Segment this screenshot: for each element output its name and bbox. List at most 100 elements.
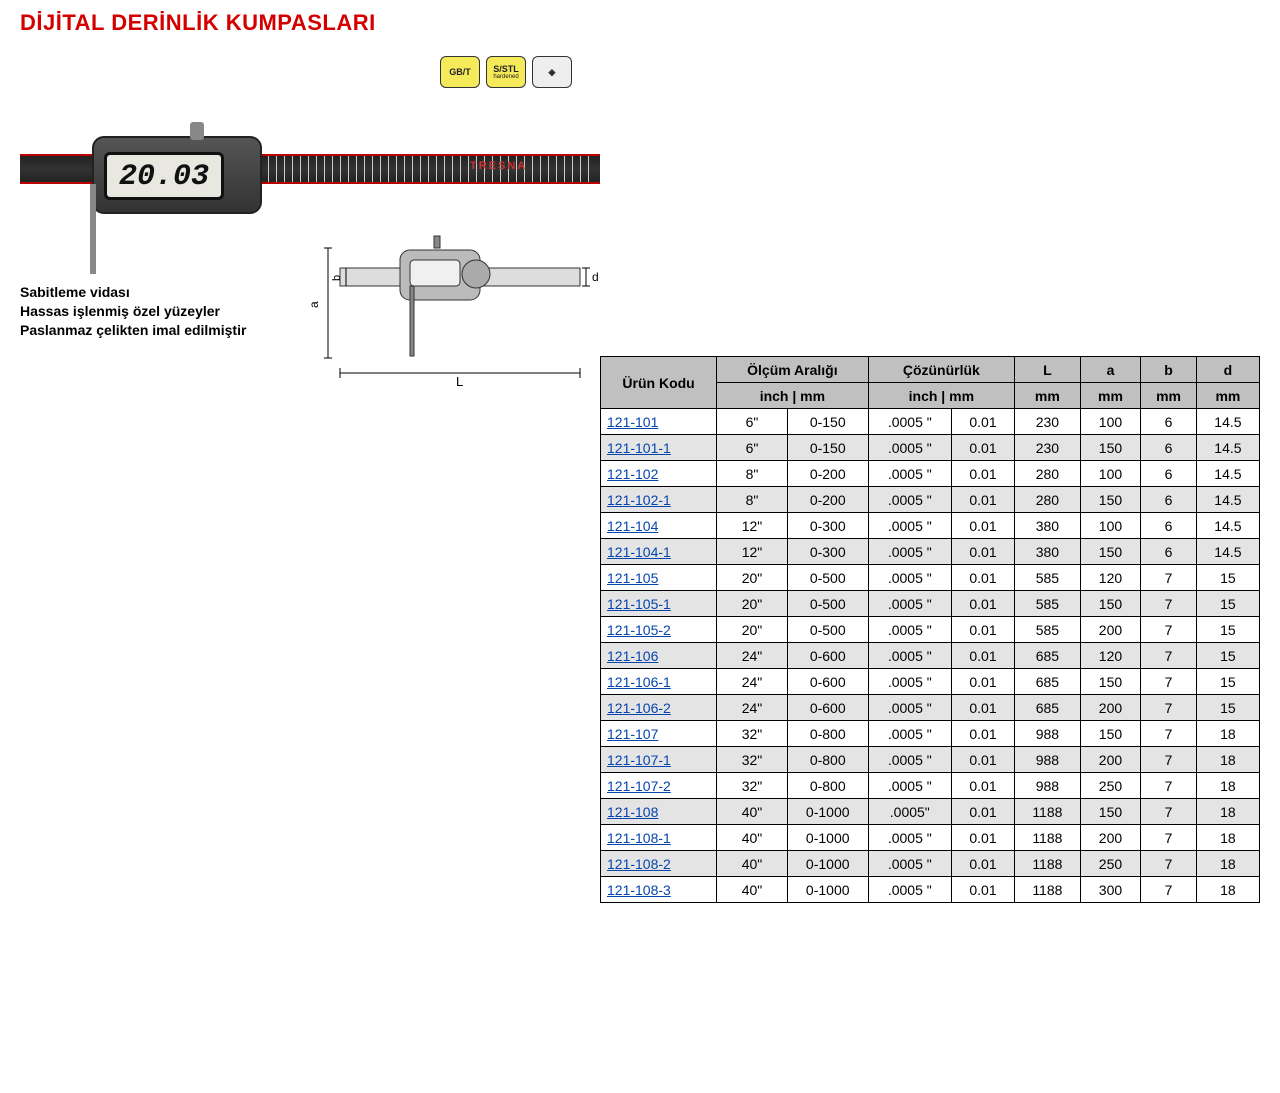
cell-mm: 0-300 — [787, 513, 868, 539]
cell-inch: 8" — [717, 461, 788, 487]
product-code-link[interactable]: 121-106-1 — [607, 674, 671, 690]
cell-b: 7 — [1141, 617, 1197, 643]
cell-code: 121-108-2 — [601, 851, 717, 877]
cell-d: 18 — [1196, 747, 1259, 773]
product-code-link[interactable]: 121-107-1 — [607, 752, 671, 768]
spec-table-wrap: Ürün Kodu Ölçüm Aralığı Çözünürlük L a b… — [600, 356, 1260, 903]
cell-L: 585 — [1015, 617, 1081, 643]
cell-inch: 24" — [717, 669, 788, 695]
cell-L: 1188 — [1015, 825, 1081, 851]
product-code-link[interactable]: 121-106-2 — [607, 700, 671, 716]
cell-a: 150 — [1080, 591, 1141, 617]
cell-L: 685 — [1015, 643, 1081, 669]
product-code-link[interactable]: 121-102-1 — [607, 492, 671, 508]
product-code-link[interactable]: 121-108-1 — [607, 830, 671, 846]
cell-code: 121-101-1 — [601, 435, 717, 461]
caliper-brand: TRESNA — [470, 160, 527, 172]
product-code-link[interactable]: 121-104 — [607, 518, 658, 534]
product-code-link[interactable]: 121-107-2 — [607, 778, 671, 794]
cell-code: 121-108-3 — [601, 877, 717, 903]
cell-code: 121-102 — [601, 461, 717, 487]
cell-mm: 0-600 — [787, 695, 868, 721]
cell-L: 1188 — [1015, 851, 1081, 877]
cell-L: 230 — [1015, 435, 1081, 461]
cell-rmm: 0.01 — [951, 435, 1014, 461]
cell-mm: 0-1000 — [787, 851, 868, 877]
product-code-link[interactable]: 121-101 — [607, 414, 658, 430]
cell-code: 121-107-1 — [601, 747, 717, 773]
product-code-link[interactable]: 121-106 — [607, 648, 658, 664]
badge-sstl-sub: hardened — [493, 74, 518, 80]
cell-inch: 12" — [717, 539, 788, 565]
cell-L: 380 — [1015, 513, 1081, 539]
cell-mm: 0-500 — [787, 591, 868, 617]
cell-inch: 32" — [717, 721, 788, 747]
cell-code: 121-106-1 — [601, 669, 717, 695]
cell-rin: .0005 " — [868, 825, 951, 851]
product-code-link[interactable]: 121-108 — [607, 804, 658, 820]
cell-a: 150 — [1080, 721, 1141, 747]
cell-code: 121-104 — [601, 513, 717, 539]
badge-diamond: ◈ — [532, 56, 572, 88]
cell-code: 121-106 — [601, 643, 717, 669]
feature-line: Hassas işlenmiş özel yüzeyler — [20, 302, 246, 321]
product-code-link[interactable]: 121-101-1 — [607, 440, 671, 456]
cell-d: 15 — [1196, 617, 1259, 643]
product-code-link[interactable]: 121-108-3 — [607, 882, 671, 898]
caliper-lcd: 20.03 — [104, 152, 224, 200]
product-code-link[interactable]: 121-108-2 — [607, 856, 671, 872]
cell-mm: 0-300 — [787, 539, 868, 565]
cell-L: 230 — [1015, 409, 1081, 435]
caliper-ticks — [260, 156, 590, 182]
product-code-link[interactable]: 121-104-1 — [607, 544, 671, 560]
cell-mm: 0-800 — [787, 773, 868, 799]
cell-d: 14.5 — [1196, 461, 1259, 487]
product-code-link[interactable]: 121-105 — [607, 570, 658, 586]
cell-mm: 0-200 — [787, 461, 868, 487]
cell-rin: .0005 " — [868, 851, 951, 877]
cell-d: 15 — [1196, 695, 1259, 721]
cell-rin: .0005 " — [868, 487, 951, 513]
th-b: b — [1141, 357, 1197, 383]
cell-code: 121-104-1 — [601, 539, 717, 565]
cell-d: 15 — [1196, 669, 1259, 695]
cell-rmm: 0.01 — [951, 721, 1014, 747]
table-row: 121-10412"0-300.0005 "0.01380100614.5 — [601, 513, 1260, 539]
cell-b: 7 — [1141, 721, 1197, 747]
badge-sstl-label: S/STL — [493, 64, 519, 74]
table-row: 121-106-124"0-600.0005 "0.01685150715 — [601, 669, 1260, 695]
cell-b: 7 — [1141, 825, 1197, 851]
cell-inch: 20" — [717, 617, 788, 643]
cell-d: 14.5 — [1196, 539, 1259, 565]
cell-L: 988 — [1015, 773, 1081, 799]
cell-mm: 0-150 — [787, 409, 868, 435]
product-code-link[interactable]: 121-107 — [607, 726, 658, 742]
cell-mm: 0-1000 — [787, 825, 868, 851]
table-row: 121-108-240"0-1000.0005 "0.011188250718 — [601, 851, 1260, 877]
cell-rin: .0005" — [868, 799, 951, 825]
cell-rin: .0005 " — [868, 877, 951, 903]
cell-mm: 0-500 — [787, 617, 868, 643]
th-resolution: Çözünürlük — [868, 357, 1014, 383]
cell-a: 150 — [1080, 539, 1141, 565]
table-row: 121-10520"0-500.0005 "0.01585120715 — [601, 565, 1260, 591]
cell-code: 121-108-1 — [601, 825, 717, 851]
cell-a: 120 — [1080, 565, 1141, 591]
cell-d: 15 — [1196, 565, 1259, 591]
cell-rmm: 0.01 — [951, 695, 1014, 721]
table-row: 121-102-18"0-200.0005 "0.01280150614.5 — [601, 487, 1260, 513]
product-code-link[interactable]: 121-102 — [607, 466, 658, 482]
caliper-knob — [190, 122, 204, 140]
cell-code: 121-107-2 — [601, 773, 717, 799]
cell-L: 988 — [1015, 721, 1081, 747]
product-code-link[interactable]: 121-105-1 — [607, 596, 671, 612]
cell-inch: 32" — [717, 747, 788, 773]
cell-L: 280 — [1015, 487, 1081, 513]
cell-mm: 0-1000 — [787, 877, 868, 903]
cell-mm: 0-800 — [787, 721, 868, 747]
product-code-link[interactable]: 121-105-2 — [607, 622, 671, 638]
cell-rmm: 0.01 — [951, 513, 1014, 539]
cell-a: 150 — [1080, 487, 1141, 513]
cell-rmm: 0.01 — [951, 409, 1014, 435]
cell-rmm: 0.01 — [951, 669, 1014, 695]
